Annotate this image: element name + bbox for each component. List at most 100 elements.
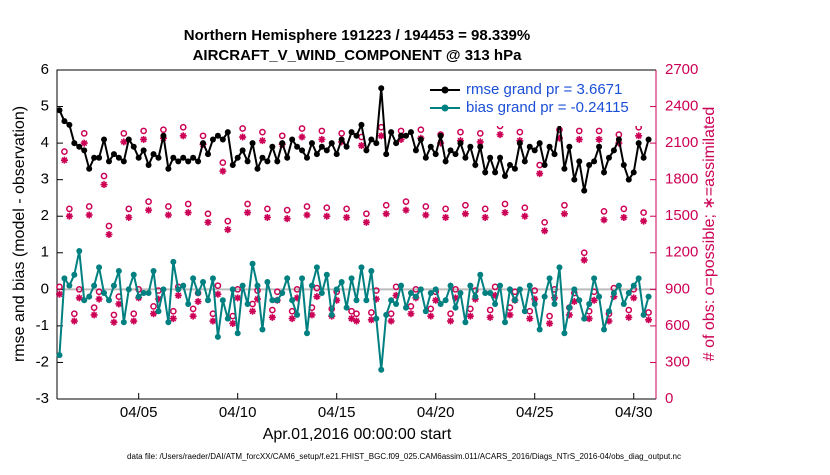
data-point xyxy=(170,154,177,161)
data-point xyxy=(591,275,598,282)
data-point xyxy=(546,275,553,282)
data-point xyxy=(640,154,647,161)
data-point xyxy=(457,140,464,147)
data-point xyxy=(393,140,400,147)
obs-assimilated xyxy=(555,134,563,142)
series-line xyxy=(58,250,650,370)
obs-assimilated xyxy=(115,300,123,308)
obs-possible xyxy=(546,312,553,320)
data-point xyxy=(383,151,390,158)
y2-tick-label: 300 xyxy=(665,353,690,370)
obs-assimilated xyxy=(630,294,638,302)
data-point xyxy=(165,165,172,172)
data-point xyxy=(516,140,523,147)
obs-assimilated xyxy=(179,132,187,140)
obs-assimilated xyxy=(60,156,68,164)
data-point xyxy=(284,275,291,282)
obs-possible xyxy=(402,198,410,205)
obs-possible xyxy=(541,218,548,226)
obs-possible xyxy=(288,307,296,315)
data-point xyxy=(160,132,167,139)
data-point xyxy=(620,162,627,169)
data-point xyxy=(378,366,385,373)
data-point xyxy=(447,282,454,289)
obs-possible xyxy=(66,205,73,213)
obs-assimilated xyxy=(437,139,445,147)
obs-possible xyxy=(323,204,331,212)
data-point xyxy=(120,158,127,165)
obs-assimilated xyxy=(496,131,504,139)
data-point xyxy=(269,143,276,150)
data-point xyxy=(615,136,622,143)
chart-subtitle: AIRCRAFT_V_WIND_COMPONENT @ 313 hPa xyxy=(193,47,523,64)
data-point xyxy=(244,158,251,165)
obs-assimilated xyxy=(590,296,598,304)
y-tick-label: 3 xyxy=(41,171,49,188)
legend-label: rmse grand pr = 3.6671 xyxy=(466,81,622,98)
data-point xyxy=(61,275,68,282)
obs-assimilated xyxy=(580,256,588,264)
obs-assimilated xyxy=(377,132,385,140)
data-point xyxy=(214,333,221,340)
data-point xyxy=(150,151,157,158)
y2-tick-label: 2400 xyxy=(665,98,698,115)
data-point xyxy=(635,275,642,282)
data-point xyxy=(398,132,405,139)
obs-possible xyxy=(169,307,177,315)
data-point xyxy=(348,275,355,282)
obs-assimilated xyxy=(486,313,494,321)
data-point xyxy=(407,129,414,136)
obs-possible xyxy=(283,206,291,214)
data-point xyxy=(368,268,375,275)
data-point xyxy=(259,326,266,333)
obs-possible xyxy=(298,125,306,132)
data-point xyxy=(368,136,375,143)
data-point xyxy=(323,271,330,278)
obs-assimilated xyxy=(214,290,222,298)
obs-assimilated xyxy=(75,294,83,302)
obs-assimilated xyxy=(224,226,232,234)
obs-possible xyxy=(189,305,197,313)
obs-assimilated xyxy=(353,317,360,325)
obs-assimilated xyxy=(288,315,296,323)
y-tick-label: 6 xyxy=(41,61,49,78)
data-point xyxy=(487,289,494,296)
data-point xyxy=(303,154,310,161)
data-point xyxy=(308,282,315,289)
data-point xyxy=(561,330,568,337)
data-point xyxy=(432,286,439,293)
obs-assimilated xyxy=(333,296,341,304)
data-point xyxy=(145,162,152,169)
data-point xyxy=(195,289,202,296)
data-point xyxy=(244,300,251,307)
obs-possible xyxy=(620,205,628,213)
obs-assimilated xyxy=(303,211,311,219)
y2-tick-label: 2700 xyxy=(665,61,698,78)
obs-possible xyxy=(90,304,98,311)
obs-assimilated xyxy=(100,181,108,189)
data-point xyxy=(299,147,306,154)
obs-assimilated xyxy=(422,211,430,219)
obs-assimilated xyxy=(432,296,440,304)
data-point xyxy=(76,247,83,254)
data-point xyxy=(224,315,231,322)
obs-possible xyxy=(462,201,469,209)
obs-assimilated xyxy=(293,294,301,302)
y-tick-label: 2 xyxy=(41,207,49,224)
data-point xyxy=(358,264,365,271)
data-point xyxy=(610,147,617,154)
data-point xyxy=(591,158,598,165)
data-point xyxy=(477,143,484,150)
data-point xyxy=(482,289,489,296)
obs-possible xyxy=(61,148,68,155)
data-point xyxy=(472,293,479,300)
data-point xyxy=(190,154,197,161)
obs-assimilated xyxy=(308,311,316,319)
obs-assimilated xyxy=(70,317,78,325)
y-tick-label: 5 xyxy=(41,98,49,115)
data-point xyxy=(383,311,390,318)
legend-box xyxy=(424,78,650,126)
obs-assimilated xyxy=(169,315,177,323)
data-point xyxy=(279,140,286,147)
data-point xyxy=(313,151,320,158)
